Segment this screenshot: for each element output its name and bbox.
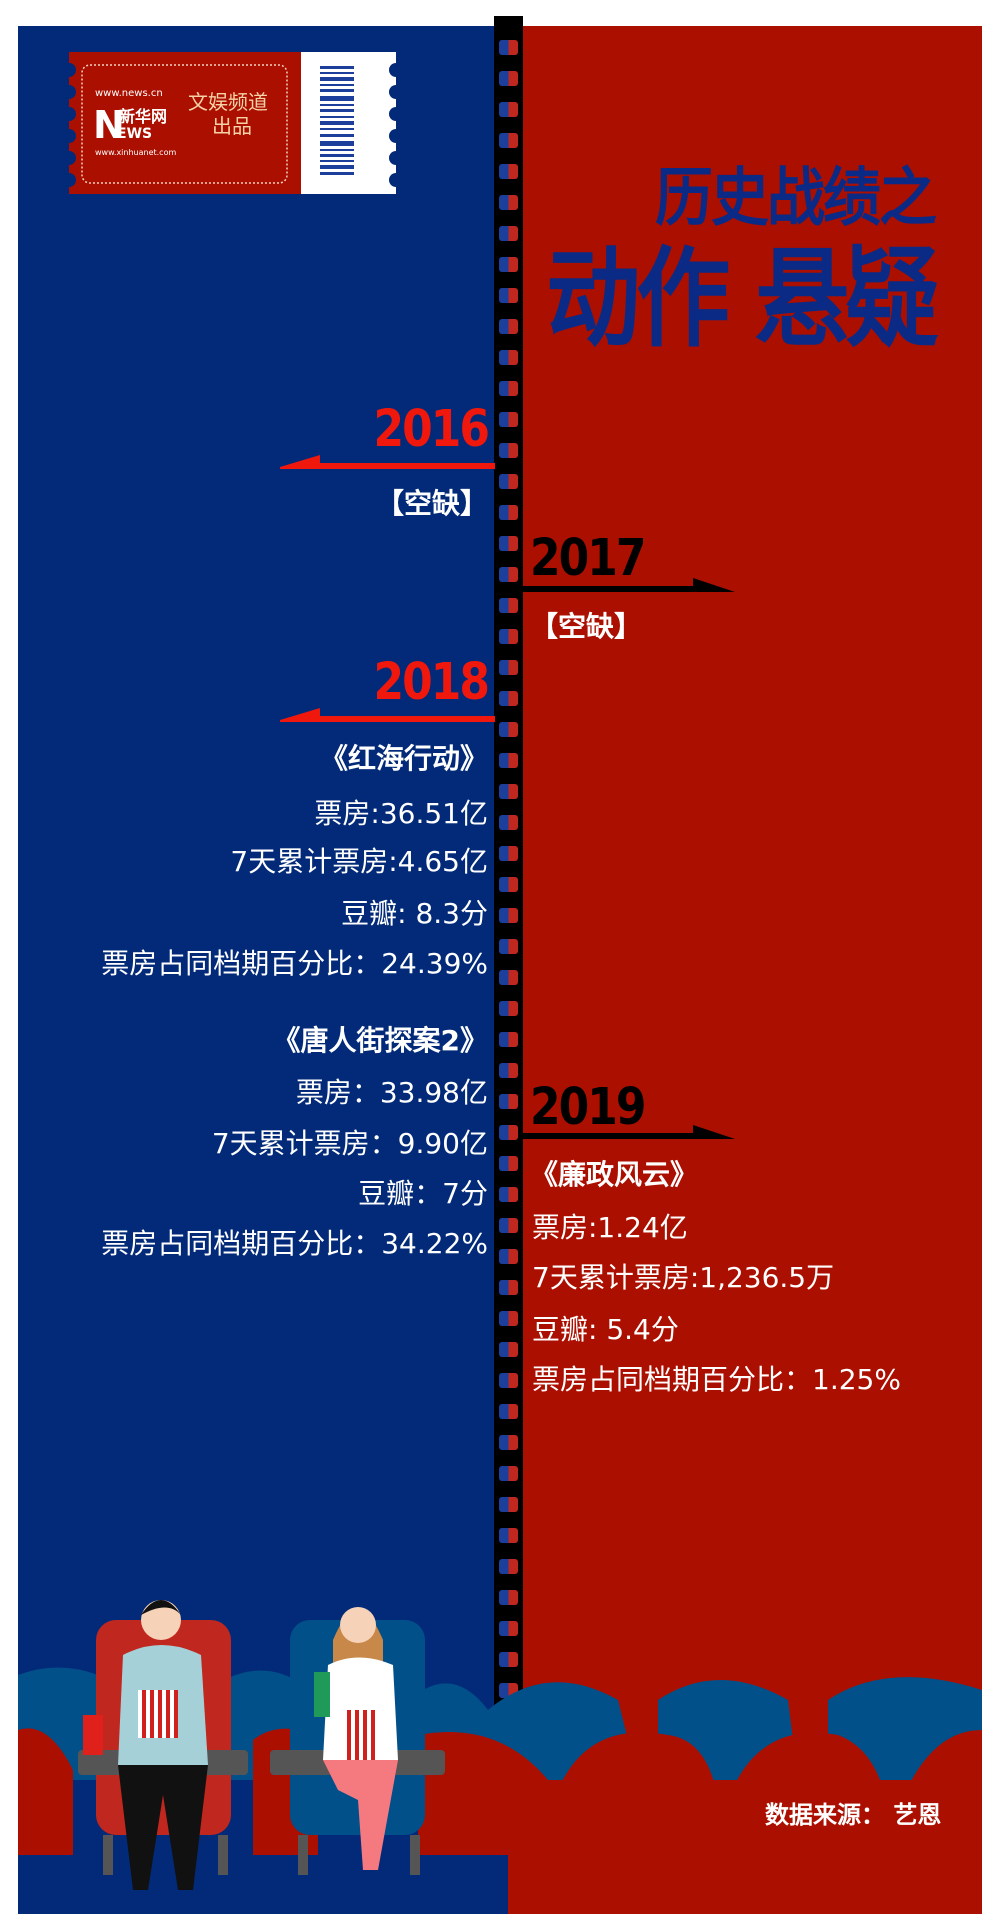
film-sprocket-hole — [499, 226, 518, 241]
arrow-left-2016 — [280, 455, 495, 469]
film-sprocket-hole — [499, 846, 518, 861]
arrow-right-2019 — [523, 1125, 735, 1139]
film-douban: 豆瓣: 8.3分 — [341, 897, 488, 930]
svg-text:EWS: EWS — [117, 126, 152, 142]
svg-text:新华网: 新华网 — [119, 107, 167, 126]
film-sprocket-hole — [499, 1342, 518, 1357]
film-sprocket-hole — [499, 1063, 518, 1078]
film-sprocket-hole — [499, 1373, 518, 1388]
film-sprocket-hole — [499, 1001, 518, 1016]
film-sprocket-hole — [499, 1125, 518, 1140]
ticket-channel: 文娱频道 — [188, 90, 268, 114]
film-box-office: 票房:1.24亿 — [532, 1211, 688, 1244]
film-douban: 豆瓣：7分 — [358, 1177, 488, 1210]
film-sprocket-hole — [499, 1032, 518, 1047]
film-sprocket-hole — [499, 164, 518, 179]
film-sprocket-hole — [499, 40, 518, 55]
title-line2: 动作 悬疑 — [546, 237, 939, 363]
ticket-produced: 出品 — [212, 114, 252, 138]
film-sprocket-hole — [499, 1218, 518, 1233]
film-sprocket-hole — [499, 598, 518, 613]
year-2019: 2019 — [530, 1078, 646, 1137]
film-title: 《红海行动》 — [319, 742, 488, 775]
film-seven-day: 7天累计票房:4.65亿 — [230, 845, 488, 878]
film-title: 《廉政风云》 — [530, 1158, 699, 1191]
film-sprocket-hole — [499, 381, 518, 396]
film-sprocket-hole — [499, 1156, 518, 1171]
film-sprocket-hole — [499, 1466, 518, 1481]
film-sprocket-hole — [499, 567, 518, 582]
film-sprocket-hole — [499, 443, 518, 458]
film-share: 票房占同档期百分比：34.22% — [101, 1227, 488, 1260]
film-sprocket-hole — [499, 815, 518, 830]
film-sprocket-hole — [499, 1311, 518, 1326]
film-box-office: 票房:36.51亿 — [314, 797, 488, 830]
ticket-logo: www.news.cn N 新华网 EWS www.xinhuanet.com — [62, 52, 403, 194]
film-sprocket-hole — [499, 102, 518, 117]
film-sprocket-hole — [499, 1590, 518, 1605]
film-title: 《唐人街探案2》 — [272, 1024, 488, 1057]
film-sprocket-hole — [499, 536, 518, 551]
film-share: 票房占同档期百分比：1.25% — [532, 1363, 901, 1396]
film-sprocket-hole — [499, 939, 518, 954]
film-douban: 豆瓣: 5.4分 — [532, 1313, 679, 1346]
film-sprocket-hole — [499, 1187, 518, 1202]
film-sprocket-hole — [499, 1094, 518, 1109]
year-2018: 2018 — [373, 653, 490, 712]
film-sprocket-hole — [499, 412, 518, 427]
film-sprocket-hole — [499, 1528, 518, 1543]
film-sprocket-hole — [499, 908, 518, 923]
film-sprocket-hole — [499, 1497, 518, 1512]
note-2017: 【空缺】 — [530, 610, 643, 643]
film-seven-day: 7天累计票房:1,236.5万 — [532, 1261, 835, 1294]
right-red-panel — [520, 26, 982, 1914]
film-sprocket-hole — [499, 133, 518, 148]
film-sprocket-hole — [499, 319, 518, 334]
svg-text:N: N — [93, 103, 125, 147]
film-sprocket-hole — [499, 1621, 518, 1636]
film-sprocket-hole — [499, 970, 518, 985]
film-sprocket-hole — [499, 1652, 518, 1667]
data-source: 数据来源： 艺恩 — [765, 1801, 942, 1829]
film-sprocket-hole — [499, 1249, 518, 1264]
film-sprocket-hole — [499, 629, 518, 644]
film-sprocket-hole — [499, 784, 518, 799]
title-line1: 历史战绩之 — [654, 160, 937, 235]
cinema-seats-illustration — [18, 1600, 982, 1914]
svg-text:www.news.cn: www.news.cn — [95, 88, 163, 99]
film-sprocket-hole — [499, 257, 518, 272]
film-sprocket-hole — [499, 877, 518, 892]
film-sprocket-hole — [499, 660, 518, 675]
film-sprocket-hole — [499, 722, 518, 737]
film-sprocket-hole — [499, 474, 518, 489]
left-blue-panel — [18, 26, 498, 1914]
film-sprocket-hole — [499, 1404, 518, 1419]
arrow-right-2017 — [523, 578, 735, 592]
film-sprocket-hole — [499, 71, 518, 86]
arrow-left-2018 — [280, 708, 495, 722]
film-sprocket-hole — [499, 1559, 518, 1574]
film-sprocket-hole — [499, 505, 518, 520]
year-2017: 2017 — [530, 529, 646, 588]
film-sprocket-hole — [499, 288, 518, 303]
film-seven-day: 7天累计票房：9.90亿 — [211, 1127, 488, 1160]
year-2016: 2016 — [373, 400, 490, 459]
film-sprocket-hole — [499, 1435, 518, 1450]
film-sprocket-hole — [499, 350, 518, 365]
note-2016: 【空缺】 — [375, 487, 488, 520]
film-share: 票房占同档期百分比：24.39% — [101, 947, 488, 980]
film-box-office: 票房：33.98亿 — [295, 1076, 488, 1109]
film-sprocket-hole — [499, 691, 518, 706]
film-strip — [494, 16, 523, 1706]
svg-text:www.xinhuanet.com: www.xinhuanet.com — [95, 148, 176, 157]
film-sprocket-hole — [499, 753, 518, 768]
film-sprocket-hole — [499, 195, 518, 210]
film-sprocket-hole — [499, 1280, 518, 1295]
